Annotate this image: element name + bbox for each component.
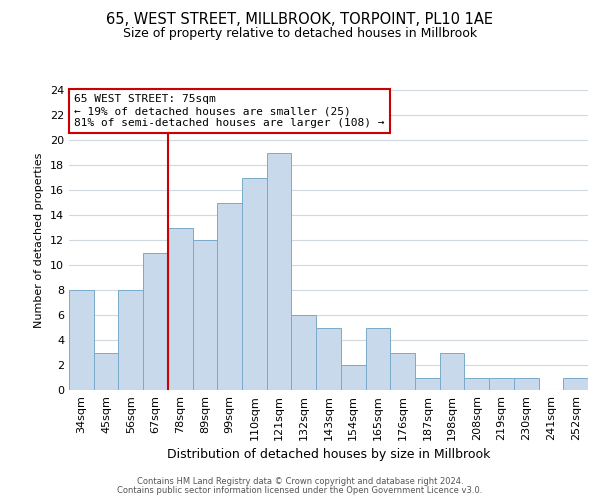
Bar: [217, 202, 242, 390]
Bar: [69, 290, 94, 390]
Bar: [143, 252, 168, 390]
Text: 65 WEST STREET: 75sqm
← 19% of detached houses are smaller (25)
81% of semi-deta: 65 WEST STREET: 75sqm ← 19% of detached …: [74, 94, 385, 128]
Bar: [94, 352, 118, 390]
Text: 65, WEST STREET, MILLBROOK, TORPOINT, PL10 1AE: 65, WEST STREET, MILLBROOK, TORPOINT, PL…: [107, 12, 493, 28]
Bar: [267, 152, 292, 390]
Bar: [514, 378, 539, 390]
Bar: [242, 178, 267, 390]
Y-axis label: Number of detached properties: Number of detached properties: [34, 152, 44, 328]
Bar: [292, 315, 316, 390]
Bar: [168, 228, 193, 390]
Bar: [489, 378, 514, 390]
Bar: [464, 378, 489, 390]
Bar: [118, 290, 143, 390]
Bar: [316, 328, 341, 390]
Text: Contains public sector information licensed under the Open Government Licence v3: Contains public sector information licen…: [118, 486, 482, 495]
Bar: [365, 328, 390, 390]
Bar: [341, 365, 365, 390]
Text: Contains HM Land Registry data © Crown copyright and database right 2024.: Contains HM Land Registry data © Crown c…: [137, 477, 463, 486]
X-axis label: Distribution of detached houses by size in Millbrook: Distribution of detached houses by size …: [167, 448, 490, 461]
Bar: [563, 378, 588, 390]
Bar: [390, 352, 415, 390]
Text: Size of property relative to detached houses in Millbrook: Size of property relative to detached ho…: [123, 28, 477, 40]
Bar: [415, 378, 440, 390]
Bar: [193, 240, 217, 390]
Bar: [440, 352, 464, 390]
